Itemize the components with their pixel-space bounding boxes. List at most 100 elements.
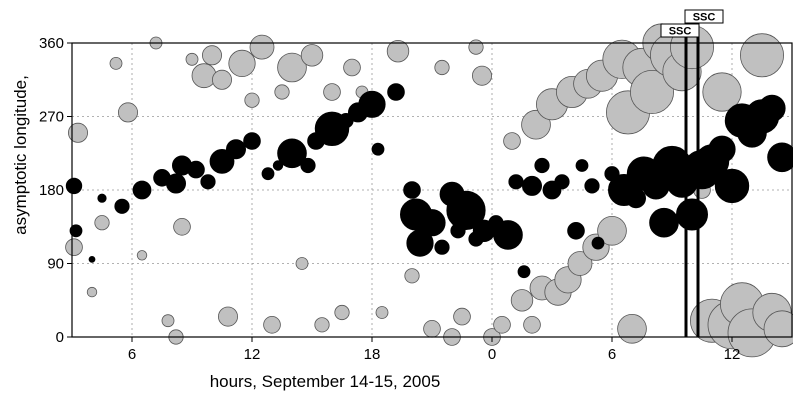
gray-data-point	[161, 314, 175, 328]
gray-data-point	[277, 52, 307, 83]
gray-data-point	[94, 215, 110, 231]
gray-data-point	[185, 52, 199, 66]
x-tick-label: 12	[724, 346, 741, 363]
gray-data-point	[249, 34, 275, 60]
gray-data-point	[300, 44, 324, 67]
black-data-point	[132, 180, 152, 200]
x-axis-ticks: 6 12 18 0 6 12	[128, 337, 741, 363]
gray-data-point	[617, 313, 647, 344]
black-data-point	[567, 222, 585, 240]
x-tick-label: 12	[244, 346, 261, 363]
gray-data-point	[423, 319, 441, 338]
gray-data-point	[263, 315, 281, 334]
x-tick-label: 6	[128, 346, 136, 363]
gray-data-point	[740, 33, 785, 78]
black-data-point	[277, 138, 307, 169]
ssc-label: SSC	[669, 26, 692, 38]
x-tick-label: 6	[608, 346, 616, 363]
y-tick-label: 360	[39, 35, 64, 52]
y-axis-title: asymptotic longitude,	[11, 75, 30, 235]
y-tick-label: 90	[47, 256, 64, 273]
gray-data-point	[118, 102, 139, 123]
gray-data-point	[109, 57, 123, 70]
gray-data-point	[68, 122, 89, 143]
black-series	[65, 83, 793, 279]
gray-data-point	[493, 315, 511, 334]
x-axis-title: hours, September 14-15, 2005	[210, 372, 441, 391]
gray-data-point	[503, 132, 521, 150]
black-data-point	[371, 142, 385, 156]
gray-data-point	[468, 39, 484, 55]
black-data-point	[65, 177, 83, 195]
gray-data-point	[191, 63, 217, 89]
x-tick-label: 0	[488, 346, 496, 363]
black-data-point	[714, 168, 750, 204]
gray-data-point	[510, 289, 534, 312]
gray-data-point	[314, 317, 330, 333]
ssc-label-box	[660, 23, 700, 38]
gray-data-point	[702, 72, 742, 112]
gray-data-point	[763, 310, 793, 348]
black-data-point	[243, 132, 261, 150]
black-data-point	[300, 157, 316, 174]
black-data-point	[200, 174, 216, 190]
black-data-point	[626, 188, 647, 209]
black-data-point	[676, 198, 709, 231]
gray-data-point	[86, 286, 98, 298]
gray-data-point	[217, 306, 238, 327]
y-tick-label: 270	[39, 109, 64, 126]
ssc-label: SSC	[693, 12, 716, 24]
gray-data-point	[201, 45, 222, 66]
black-data-point	[225, 139, 246, 160]
black-data-point	[767, 142, 793, 173]
black-data-point	[522, 175, 543, 196]
black-data-point	[554, 174, 570, 190]
black-data-point	[575, 159, 589, 172]
black-data-point	[406, 229, 434, 257]
gray-data-point	[136, 250, 148, 261]
gray-data-point	[274, 84, 290, 100]
y-tick-label: 0	[56, 329, 64, 346]
black-data-point	[403, 181, 421, 199]
black-data-point	[97, 193, 107, 203]
black-data-point	[272, 160, 284, 171]
black-data-point	[493, 220, 523, 250]
gray-data-point	[334, 304, 350, 321]
gray-data-point	[386, 40, 410, 63]
black-data-point	[209, 148, 235, 174]
gray-data-point	[523, 315, 541, 334]
black-data-point	[418, 209, 446, 237]
black-data-point	[649, 207, 679, 238]
gray-data-point	[343, 58, 361, 77]
gray-data-point	[567, 251, 593, 276]
gray-data-point	[228, 49, 256, 78]
gray-data-point	[375, 306, 389, 319]
black-data-point	[434, 239, 450, 255]
black-data-point	[69, 224, 83, 238]
black-data-point	[261, 167, 275, 181]
gray-data-point	[471, 65, 492, 86]
gray-data-point	[173, 218, 191, 236]
y-tick-label: 180	[39, 182, 64, 199]
ssc-label-box	[684, 9, 724, 24]
black-data-point	[534, 157, 550, 174]
gray-data-point	[244, 92, 260, 108]
black-data-point	[358, 90, 386, 118]
x-tick-label: 18	[364, 346, 381, 363]
gray-data-point	[453, 307, 471, 326]
black-data-point	[708, 135, 736, 163]
gray-data-point	[630, 70, 675, 115]
black-data-point	[187, 160, 205, 179]
black-data-point	[591, 236, 605, 250]
black-data-point	[88, 255, 96, 263]
gray-data-point	[434, 59, 450, 76]
gray-data-point	[211, 69, 232, 90]
y-axis-ticks: 0 90 180 270 360	[39, 35, 72, 346]
black-data-point	[517, 265, 531, 279]
gray-data-point	[323, 83, 341, 101]
gray-data-point	[65, 238, 83, 257]
black-data-point	[584, 178, 600, 194]
